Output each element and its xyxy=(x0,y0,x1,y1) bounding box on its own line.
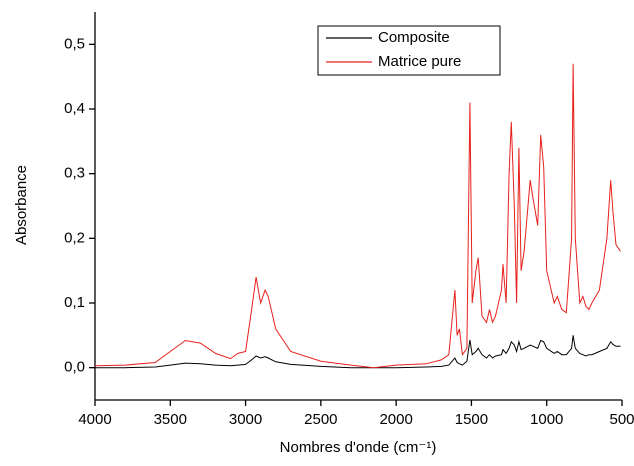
y-tick-label: 0,4 xyxy=(64,100,85,117)
x-tick-label: 1000 xyxy=(530,411,563,428)
x-tick-label: 3000 xyxy=(229,411,262,428)
x-tick-label: 3500 xyxy=(154,411,187,428)
y-tick-label: 0,0 xyxy=(64,359,85,376)
x-tick-label: 500 xyxy=(609,411,634,428)
x-tick-label: 4000 xyxy=(78,411,111,428)
y-tick-label: 0,5 xyxy=(64,35,85,52)
x-tick-label: 2500 xyxy=(304,411,337,428)
x-axis-label: Nombres d'onde (cm⁻¹) xyxy=(280,439,437,456)
series-line xyxy=(94,63,621,369)
y-tick-label: 0,3 xyxy=(64,165,85,182)
x-tick-label: 1500 xyxy=(455,411,488,428)
series-line xyxy=(95,335,621,369)
y-tick-label: 0,2 xyxy=(64,229,85,246)
legend-label: Composite xyxy=(378,29,450,46)
y-tick-label: 0,1 xyxy=(64,294,85,311)
x-tick-label: 2000 xyxy=(379,411,412,428)
legend-label: Matrice pure xyxy=(378,53,461,70)
y-axis-label: Absorbance xyxy=(13,165,30,245)
legend-box xyxy=(317,25,501,76)
